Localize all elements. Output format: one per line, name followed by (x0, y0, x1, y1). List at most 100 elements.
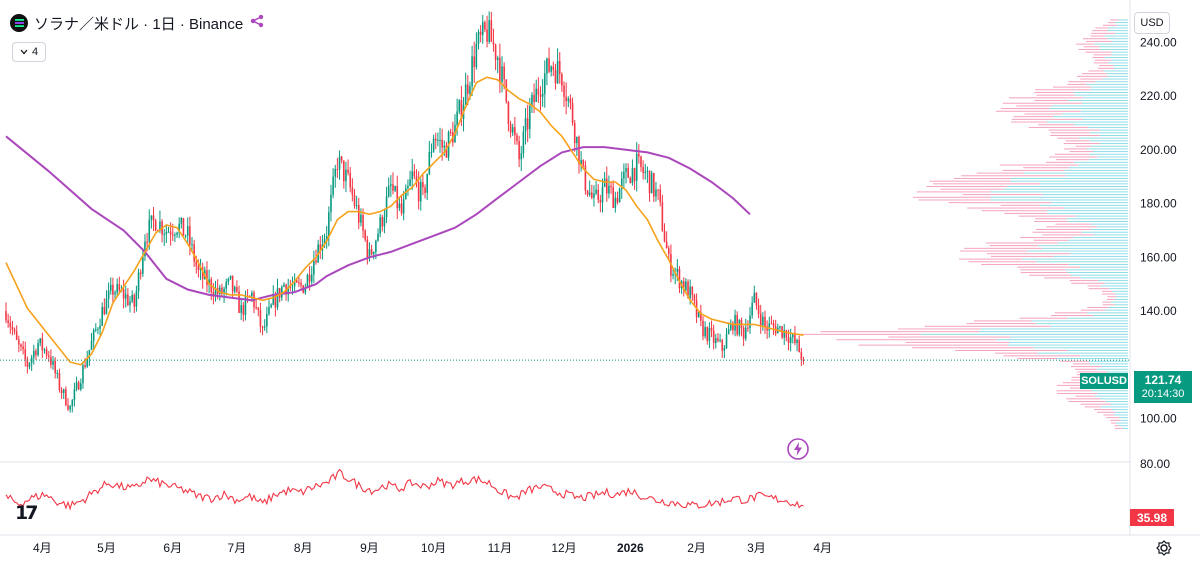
candle-body (159, 221, 161, 231)
volume-profile-bar-down (1065, 140, 1090, 142)
candle-body (77, 382, 80, 390)
flash-icon[interactable] (786, 437, 810, 461)
candle-body (56, 373, 59, 375)
volume-profile-bar-up (1113, 414, 1128, 416)
gear-icon[interactable] (1154, 538, 1174, 558)
volume-profile-bar-up (1038, 245, 1128, 247)
currency-selector[interactable]: USD (1134, 12, 1170, 34)
volume-profile-bar-down (1097, 411, 1115, 413)
share-icon[interactable] (249, 13, 265, 34)
candle-body (732, 322, 734, 331)
candle-body (193, 244, 195, 262)
candle-body (94, 329, 97, 331)
volume-profile-bar-down (1075, 145, 1092, 147)
candle-body (618, 188, 621, 203)
candle-body (137, 272, 140, 292)
candle-body (522, 131, 525, 154)
volume-profile-bar-up (1089, 153, 1128, 155)
candle-body (635, 153, 638, 181)
price-tick-label: 180.00 (1140, 197, 1177, 211)
volume-profile-bar-down (1069, 280, 1098, 282)
candle-body (270, 304, 272, 308)
volume-profile-bar-down (1033, 239, 1068, 241)
symbol-header[interactable]: ソラナ／米ドル · 1日 · Binance (10, 12, 265, 34)
volume-profile-bar-up (1097, 226, 1128, 228)
candle-body (353, 195, 356, 206)
candle-body (242, 305, 245, 315)
candle-body (496, 57, 499, 61)
time-axis-ticks[interactable]: 4月 5月 6月 7月 8月 9月 10月 11月 12月 2026 2月 3月 4月 (33, 541, 832, 555)
volume-profile-bar-up (1070, 253, 1128, 255)
volume-profile-bar-down (1110, 19, 1119, 21)
volume-profile-bar-up (1118, 425, 1128, 427)
volume-profile-bar-down (1083, 46, 1100, 48)
volume-profile-bar-up (996, 339, 1128, 341)
volume-profile-bar-down (898, 328, 981, 330)
candle-body (9, 322, 12, 328)
candle-body (580, 160, 582, 165)
volume-profile-bar-up (1091, 229, 1128, 231)
candle-body (501, 66, 503, 82)
volume-profile-bar-down (1087, 306, 1109, 308)
volume-profile-bar-down (976, 172, 1025, 174)
volume-profile-bar-up (1115, 32, 1128, 34)
volume-profile-bar-up (1103, 70, 1128, 72)
volume-profile-bar-up (1104, 309, 1128, 311)
symbol-title[interactable]: ソラナ／米ドル · 1日 · Binance (34, 15, 244, 33)
volume-profile-bar-up (1046, 210, 1128, 212)
volume-profile-bar-up (1114, 298, 1128, 300)
candle-body (148, 219, 151, 243)
indicator-toggle-button[interactable]: 4 (12, 42, 46, 62)
candle-body (362, 214, 364, 231)
volume-profile-bar-up (1112, 409, 1128, 411)
volume-profile-bar-up (1104, 57, 1128, 59)
volume-profile-bar-up (1079, 266, 1128, 268)
candle-body (101, 306, 104, 326)
candle-body (340, 156, 343, 161)
candle-body (783, 330, 786, 338)
candle-body (638, 153, 640, 157)
volume-profile-bar-up (1067, 239, 1128, 241)
volume-profile-bar-up (1037, 352, 1128, 354)
volume-profile-bar-down (966, 323, 1036, 325)
volume-profile-bar-up (1047, 212, 1128, 214)
volume-profile-bar-up (1009, 341, 1128, 343)
time-tick-label: 5月 (97, 541, 116, 555)
candle-body (58, 373, 61, 390)
volume-profile-bar-up (1116, 296, 1128, 298)
volume-profile-bar-down (1098, 67, 1115, 69)
volume-profile-bar-up (1118, 19, 1128, 21)
candle-body (712, 330, 715, 343)
volume-profile-bar-down (964, 247, 1043, 249)
volume-profile-bar-down (858, 344, 1008, 346)
candle-body (357, 205, 360, 223)
volume-profile-bar-up (1100, 48, 1128, 50)
candle-body (789, 337, 792, 343)
rsi-value-badge: 35.98 (1130, 509, 1174, 526)
volume-profile-bar-down (959, 250, 1028, 252)
volume-profile-bar-down (1019, 269, 1066, 271)
candle-body (672, 274, 674, 276)
candle-body (152, 215, 155, 221)
candle-body (524, 118, 527, 132)
volume-profile-bar-down (1078, 48, 1101, 50)
candle-body (704, 327, 706, 337)
candle-body (375, 240, 377, 252)
candle-body (445, 145, 448, 158)
candle-body (787, 337, 790, 343)
candle-body (439, 139, 441, 141)
volume-profile-bar-down (1050, 315, 1094, 317)
candle-body (310, 274, 313, 282)
candle-body (687, 281, 689, 299)
candle-body (747, 327, 749, 329)
candle-body (84, 365, 86, 367)
candle-body (689, 286, 691, 299)
volume-profile-bar-down (959, 258, 1023, 260)
candle-body (377, 233, 379, 241)
candle-body (605, 178, 608, 194)
candle-body (667, 248, 670, 254)
candle-body (219, 287, 221, 294)
tradingview-logo-icon[interactable]: 17 (15, 502, 39, 524)
volume-profile-bar-down (1048, 129, 1100, 131)
